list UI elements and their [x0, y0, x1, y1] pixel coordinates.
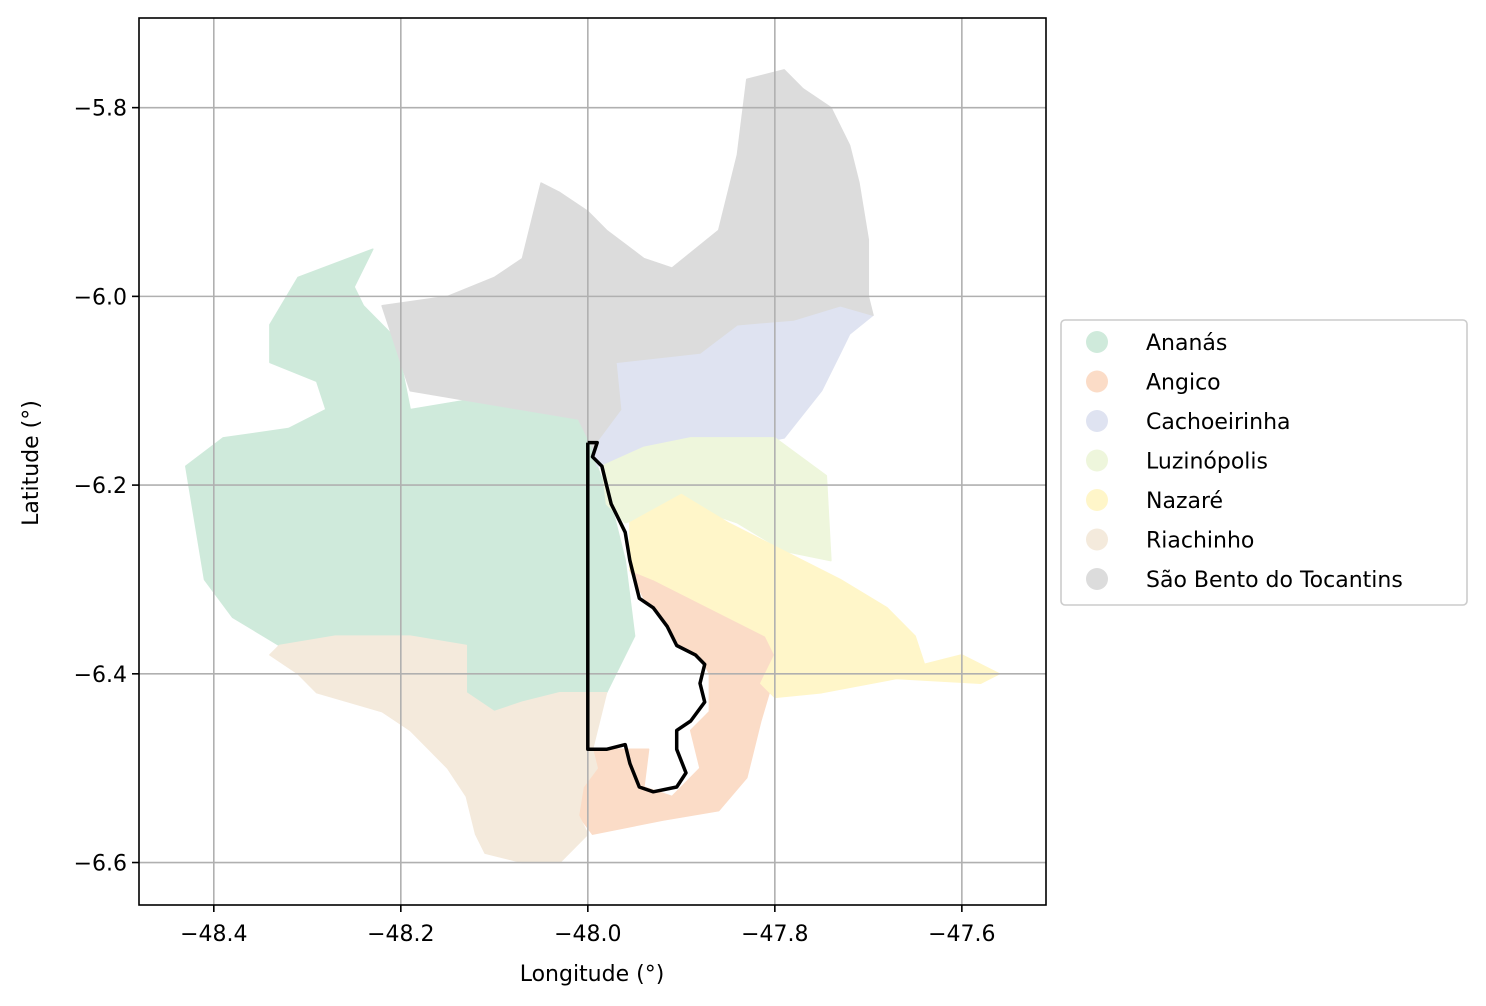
legend-marker-nazare — [1086, 489, 1108, 511]
x-axis-ticks: −48.4 −48.2 −48.0 −47.8 −47.6 — [180, 905, 996, 947]
legend-label-riachinho: Riachinho — [1146, 529, 1254, 554]
legend-items: Ananás Angico Cachoeirinha Luzinópolis Nazar… — [1086, 331, 1403, 593]
y-axis-label: Latitude (°) — [19, 400, 44, 526]
region-luzinopolis — [601, 437, 832, 562]
legend-label-sao-bento-do-tocantins: São Bento do Tocantins — [1146, 568, 1403, 593]
legend: Ananás Angico Cachoeirinha Luzinópolis Nazar… — [1060, 319, 1468, 606]
y-tick-label: −6.0 — [74, 285, 127, 310]
y-tick-label: −6.6 — [74, 852, 127, 877]
legend-marker-cachoeirinha — [1086, 410, 1108, 432]
y-tick-label: −6.4 — [74, 663, 127, 688]
legend-label-angico: Angico — [1146, 371, 1221, 396]
x-tick-label: −47.6 — [928, 922, 995, 947]
highlight-outline — [586, 440, 707, 794]
plot-frame — [138, 17, 1047, 906]
legend-label-nazare: Nazaré — [1146, 489, 1223, 514]
x-axis-label: Longitude (°) — [520, 962, 665, 987]
region-riachinho — [269, 635, 608, 864]
x-tick-label: −48.2 — [367, 922, 434, 947]
region-nazare — [629, 493, 1000, 699]
regions-layer — [185, 69, 1000, 864]
x-tick-label: −47.8 — [741, 922, 808, 947]
y-axis-ticks: −5.8 −6.0 −6.2 −6.4 −6.6 — [74, 97, 139, 877]
legend-label-ananas: Ananás — [1146, 331, 1227, 356]
region-sao-bento-do-tocantins — [381, 69, 874, 449]
legend-marker-riachinho — [1086, 528, 1108, 551]
y-tick-label: −5.8 — [74, 97, 127, 122]
legend-marker-angico — [1086, 370, 1108, 393]
x-tick-label: −48.4 — [180, 922, 247, 947]
legend-marker-luzinopolis — [1086, 449, 1108, 472]
x-tick-label: −48.0 — [554, 922, 621, 947]
legend-marker-ananas — [1086, 331, 1108, 353]
legend-label-luzinopolis: Luzinópolis — [1146, 450, 1268, 475]
legend-box — [1060, 319, 1468, 606]
legend-label-cachoeirinha: Cachoeirinha — [1146, 410, 1291, 435]
y-tick-label: −6.2 — [74, 474, 127, 499]
highlight-boundary — [586, 440, 707, 794]
grid-lines — [139, 18, 1046, 905]
legend-marker-sao-bento-do-tocantins — [1086, 568, 1108, 590]
